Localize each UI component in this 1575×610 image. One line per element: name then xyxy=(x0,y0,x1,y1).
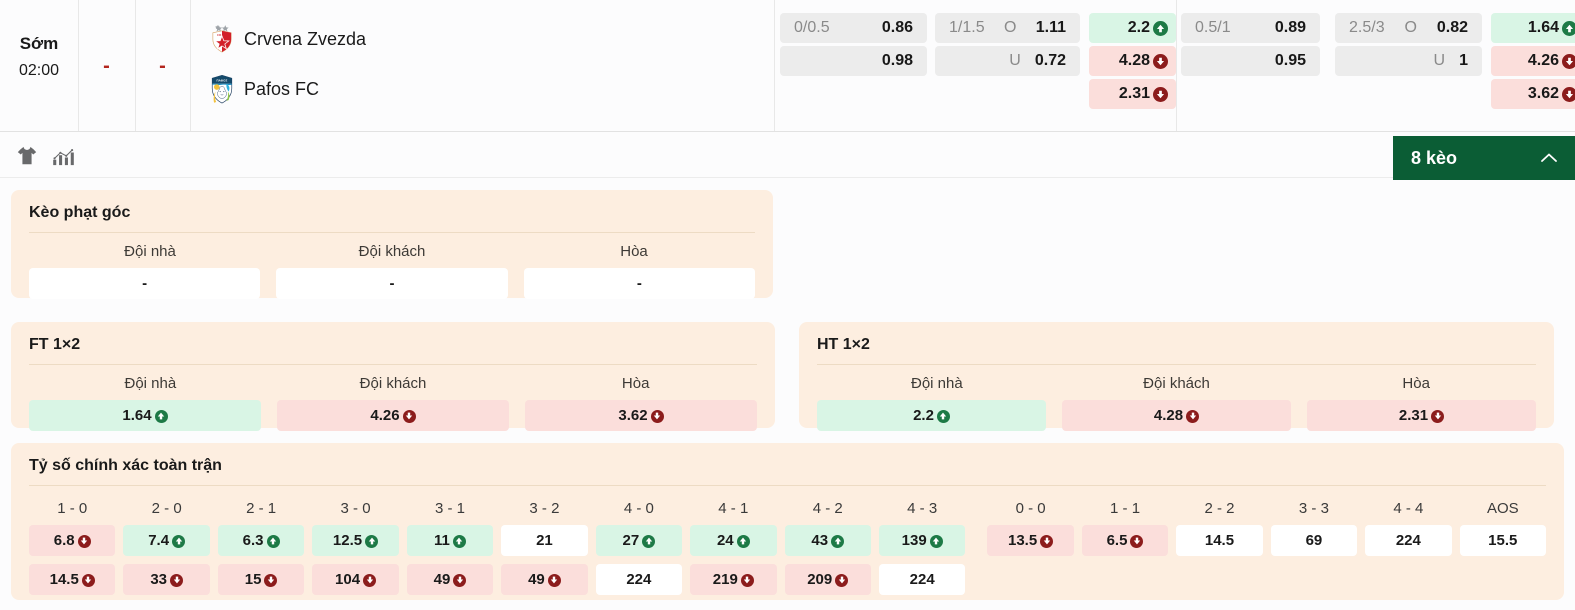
svg-text:ΠΑΦΟΣ: ΠΑΦΟΣ xyxy=(216,79,227,83)
